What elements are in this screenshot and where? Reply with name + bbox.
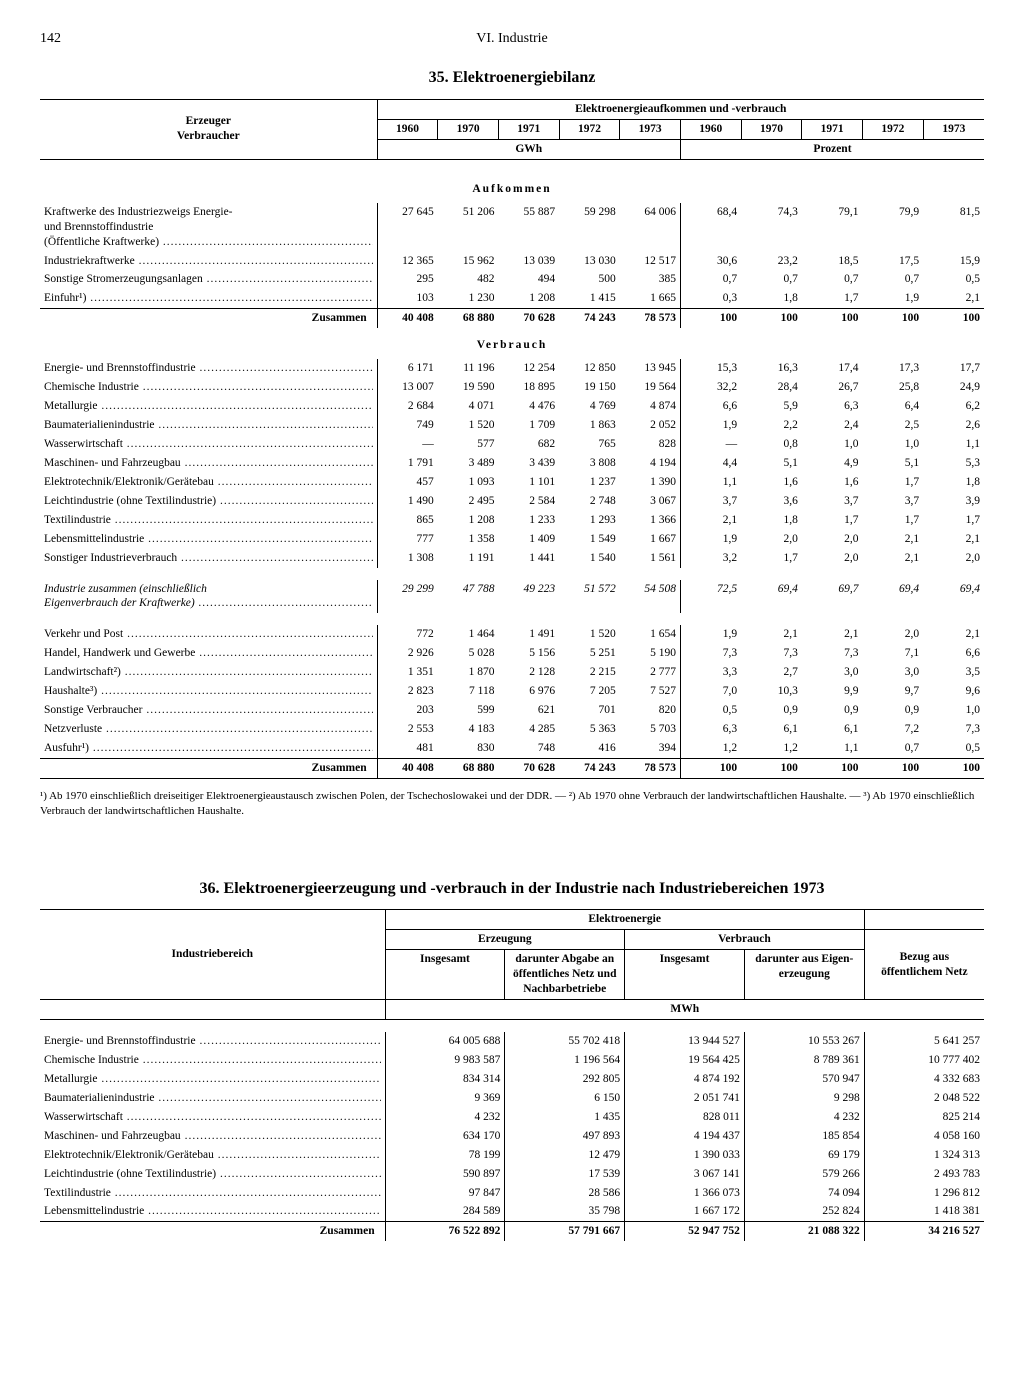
year-col: 1973 [923, 119, 984, 139]
page-header: 142 VI. Industrie 142 [40, 30, 984, 48]
table35: Erzeuger Verbraucher Elektroenergieaufko… [40, 99, 984, 779]
year-col: 1971 [802, 119, 863, 139]
blank [40, 1000, 385, 1020]
blank-head [864, 910, 984, 930]
superhead: Elektroenergieaufkommen und -verbrauch [377, 99, 984, 119]
table35-footnote: ¹) Ab 1970 einschließlich dreiseitiger E… [40, 789, 984, 819]
year-col: 1960 [377, 119, 438, 139]
year-col: 1972 [559, 119, 620, 139]
year-col: 1973 [620, 119, 681, 139]
page-number: 142 [40, 30, 61, 48]
year-col: 1971 [498, 119, 559, 139]
table35-title: 35. Elektroenergiebilanz [40, 68, 984, 89]
year-col: 1972 [862, 119, 923, 139]
col36: darunter Abgabe an öffentliches Netz und… [505, 950, 625, 1000]
col36: Insgesamt [385, 950, 505, 1000]
col36: Insgesamt [625, 950, 745, 1000]
col-bezug: Bezug aus öffentlichem Netz [864, 930, 984, 1000]
superhead36: Elektroenergie [385, 910, 864, 930]
table36: Industriebereich Elektroenergie Erzeugun… [40, 909, 984, 1241]
year-col: 1970 [741, 119, 802, 139]
col-erzeugung: Erzeugung [385, 930, 625, 950]
col-verbrauch: Verbrauch [625, 930, 865, 950]
unit-pct: Prozent [680, 139, 984, 159]
chapter-heading: VI. Industrie [476, 30, 548, 48]
rowhead-title: Erzeuger Verbraucher [40, 99, 377, 159]
unit-gwh: GWh [377, 139, 680, 159]
unit-mwh: MWh [385, 1000, 984, 1020]
col36: darunter aus Eigen­erzeugung [744, 950, 864, 1000]
year-col: 1970 [438, 119, 499, 139]
table36-title: 36. Elektroenergieerzeugung und -verbrau… [40, 879, 984, 900]
year-col: 1960 [680, 119, 741, 139]
rowhead-title36: Industriebereich [40, 910, 385, 1000]
